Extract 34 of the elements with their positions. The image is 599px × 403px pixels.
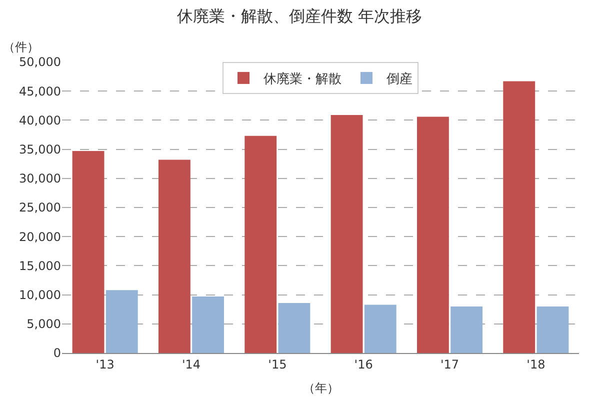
x-tick-label: '17 bbox=[440, 357, 460, 372]
x-axis-title: （年） bbox=[303, 381, 339, 395]
y-tick-label: 45,000 bbox=[19, 84, 61, 98]
bar bbox=[330, 114, 363, 353]
bar bbox=[158, 160, 190, 353]
bar bbox=[244, 136, 277, 353]
bar bbox=[72, 151, 104, 353]
legend-label: 倒産 bbox=[386, 71, 412, 88]
x-tick-label: '18 bbox=[526, 357, 546, 372]
x-tick-label: '15 bbox=[268, 357, 287, 372]
bar bbox=[503, 81, 536, 353]
bar bbox=[364, 304, 396, 353]
bar bbox=[106, 290, 138, 353]
y-tick-label: 15,000 bbox=[19, 258, 61, 273]
chart-title: 休廃業・解散、倒産件数 年次推移 bbox=[176, 6, 422, 26]
y-tick-label: 30,000 bbox=[19, 172, 61, 186]
y-tick-label: 5,000 bbox=[26, 317, 61, 332]
y-axis-title: （件） bbox=[3, 40, 39, 54]
bar bbox=[416, 116, 449, 353]
bar bbox=[278, 302, 310, 353]
y-tick-label: 20,000 bbox=[19, 230, 61, 244]
x-tick-label: '13 bbox=[96, 357, 114, 372]
y-tick-label: 10,000 bbox=[19, 288, 61, 302]
y-tick-label: 25,000 bbox=[19, 200, 61, 215]
y-tick-label: 35,000 bbox=[19, 142, 61, 156]
bar bbox=[192, 296, 224, 353]
bar bbox=[450, 306, 483, 353]
y-tick-label: 0 bbox=[53, 346, 61, 360]
x-tick-label: '14 bbox=[182, 357, 201, 372]
x-tick-label: '16 bbox=[354, 357, 373, 372]
y-tick-label: 50,000 bbox=[19, 55, 61, 70]
bar bbox=[536, 306, 569, 353]
y-tick-label: 40,000 bbox=[19, 113, 61, 128]
legend-label: 休廃業・解散 bbox=[264, 72, 342, 88]
